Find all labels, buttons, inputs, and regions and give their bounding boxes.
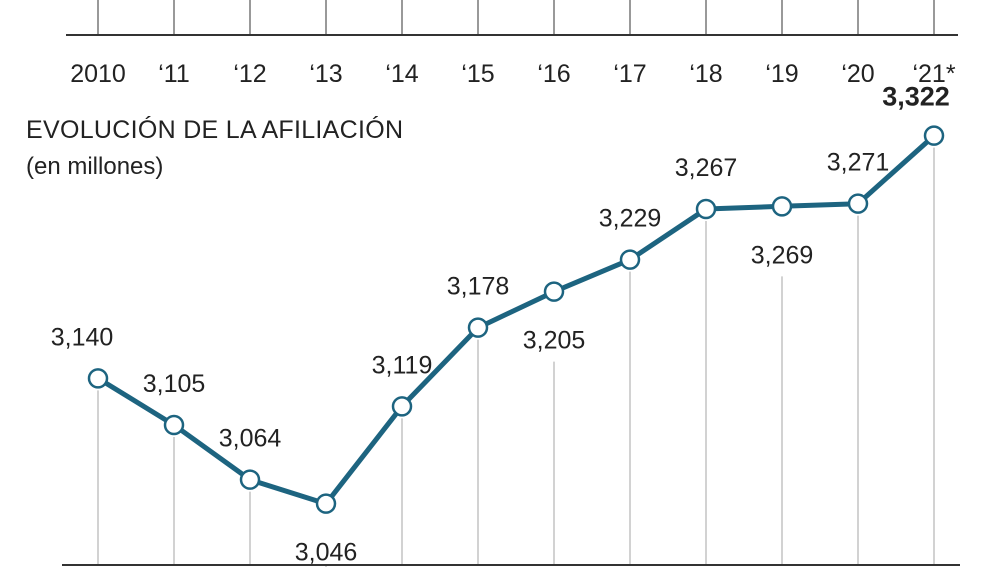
data-point <box>771 196 793 217</box>
data-point <box>163 414 185 436</box>
data-label: 3,064 <box>219 425 282 453</box>
data-label: 3,322 <box>882 82 950 112</box>
x-tick-label: ‘11 <box>158 60 190 88</box>
data-point <box>391 396 413 417</box>
chart-subtitle: (en millones) <box>26 153 164 180</box>
x-axis-labels: 2010 ‘11 ‘12 ‘13 ‘14 ‘15 ‘16 ‘17 ‘18 ‘19 ‘20 ‘21* <box>70 60 956 88</box>
data-label: 3,267 <box>675 154 738 182</box>
series-line <box>95 133 937 507</box>
x-tick-label: ‘21* <box>912 60 955 88</box>
data-label: 3,205 <box>523 327 586 355</box>
x-tick-label: ‘19 <box>765 60 798 88</box>
data-point <box>923 125 945 146</box>
x-tick-label: ‘15 <box>461 60 494 88</box>
data-point <box>467 317 489 338</box>
chart-title: EVOLUCIÓN DE LA AFILIACIÓN <box>26 116 404 144</box>
data-label: 3,046 <box>295 539 358 567</box>
data-point <box>87 368 109 389</box>
data-label: 3,269 <box>751 241 814 269</box>
x-tick-label: ‘14 <box>385 60 418 88</box>
data-label: 3,178 <box>447 273 510 301</box>
x-tick-label: 2010 <box>70 60 126 88</box>
drop-lines <box>97 147 935 567</box>
data-point <box>543 281 565 302</box>
data-point <box>619 249 641 270</box>
data-point <box>695 198 717 220</box>
data-point <box>239 469 261 490</box>
data-point <box>315 493 337 514</box>
data-labels: 3,140 3,105 3,064 3,046 3,119 3,178 3,205 3,229… <box>51 82 950 567</box>
x-tick-label: ‘20 <box>841 60 874 88</box>
x-tick-label: ‘12 <box>233 60 266 88</box>
data-label: 3,229 <box>599 205 662 233</box>
data-label: 3,105 <box>143 370 206 398</box>
data-point <box>847 193 869 214</box>
top-tick-lines <box>97 0 935 35</box>
x-tick-label: ‘18 <box>689 60 722 88</box>
x-tick-label: ‘13 <box>309 60 342 88</box>
x-tick-label: ‘16 <box>537 60 570 88</box>
x-tick-label: ‘17 <box>613 60 646 88</box>
data-label: 3,271 <box>827 149 890 177</box>
data-points <box>87 125 945 514</box>
data-label: 3,119 <box>372 351 433 379</box>
data-label: 3,140 <box>51 323 114 351</box>
